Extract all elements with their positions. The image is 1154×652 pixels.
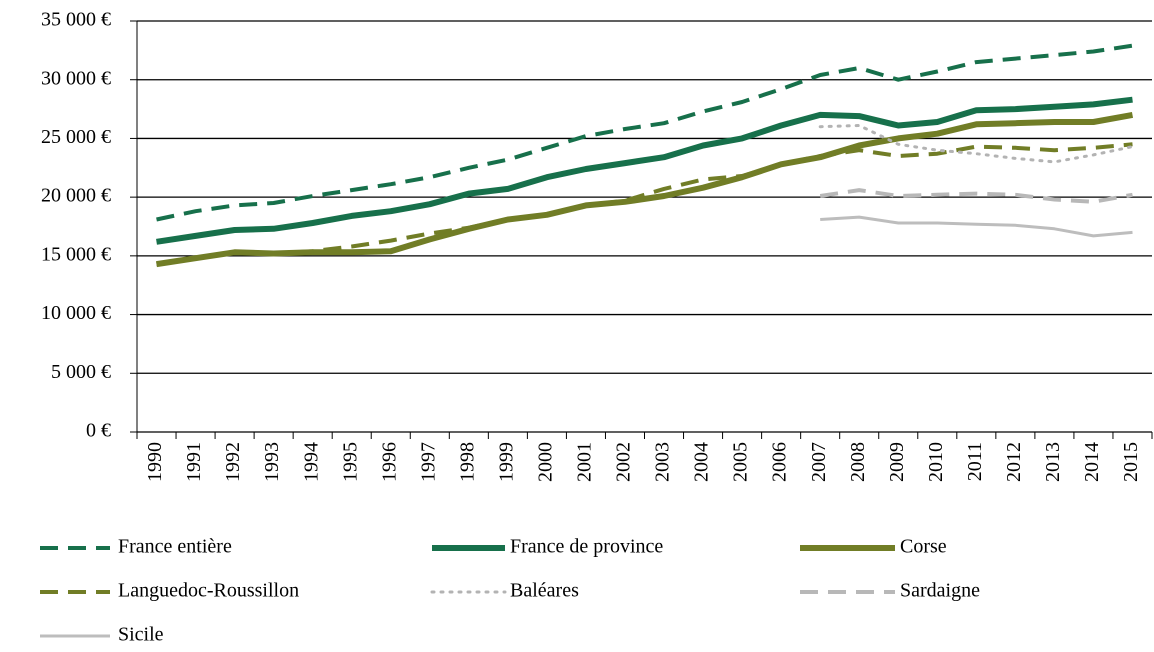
y-tick-label: 15 000 € (41, 243, 111, 265)
x-tick-label: 1999 (495, 442, 517, 482)
series-line (156, 96, 1133, 245)
x-tick-label: 2001 (574, 442, 596, 482)
x-tick-label: 2000 (534, 442, 556, 482)
legend-label: Corse (900, 536, 947, 558)
legend-label: France entière (118, 536, 232, 558)
x-tick-label: 2003 (652, 442, 674, 482)
x-tick-label: 1994 (300, 442, 322, 482)
x-tick-label: 2004 (691, 442, 713, 482)
x-tick-label: 1991 (183, 442, 205, 482)
y-tick-label: 5 000 € (51, 361, 111, 383)
x-tick-label: 1998 (456, 442, 478, 482)
x-tick-label: 2015 (1120, 442, 1142, 482)
series-line (156, 111, 1134, 268)
x-tick-label: 2006 (769, 442, 791, 482)
x-tick-label: 2007 (808, 442, 830, 482)
x-tick-label: 1997 (417, 442, 439, 482)
x-tick-label: 2010 (925, 442, 947, 482)
legend-label: Baléares (510, 580, 579, 602)
x-tick-label: 1990 (144, 442, 166, 482)
x-tick-label: 2014 (1081, 442, 1103, 482)
series-line (818, 124, 1134, 164)
series-line (820, 215, 1133, 238)
series-line (156, 43, 1133, 222)
y-tick-label: 10 000 € (41, 302, 111, 324)
series-line (156, 142, 1133, 267)
x-tick-label: 2013 (1042, 442, 1064, 482)
x-tick-label: 1996 (378, 442, 400, 482)
y-tick-label: 20 000 € (41, 185, 111, 207)
x-tick-label: 1993 (261, 442, 283, 482)
x-tick-label: 2011 (964, 442, 986, 481)
y-tick-label: 25 000 € (41, 126, 111, 148)
x-tick-label: 1992 (222, 442, 244, 482)
x-tick-label: 2012 (1003, 442, 1025, 482)
legend-label: Sicile (118, 624, 164, 646)
legend-label: France de province (510, 536, 663, 558)
legend-label: Languedoc-Roussillon (118, 580, 299, 602)
y-tick-label: 0 € (86, 420, 111, 442)
y-tick-label: 30 000 € (41, 67, 111, 89)
x-tick-label: 2005 (730, 442, 752, 482)
legend-label: Sardaigne (900, 580, 980, 602)
x-tick-label: 2002 (613, 442, 635, 482)
x-tick-label: 2009 (886, 442, 908, 482)
series-line (819, 188, 1133, 204)
y-tick-label: 35 000 € (41, 9, 111, 31)
x-tick-label: 1995 (339, 442, 361, 482)
x-tick-label: 2008 (847, 442, 869, 482)
